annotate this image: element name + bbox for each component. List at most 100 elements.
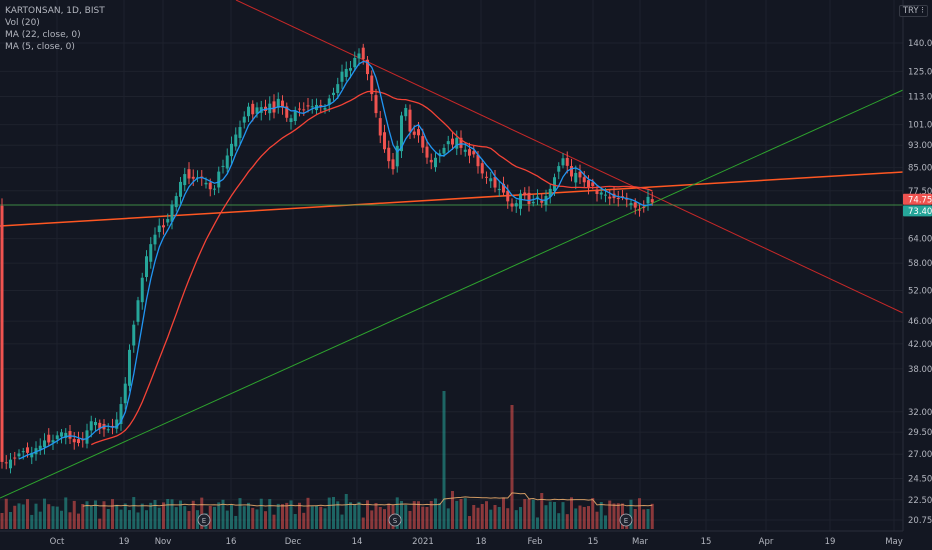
volume-bar [557, 513, 561, 529]
candle-body [94, 421, 97, 426]
candle-body [72, 439, 76, 443]
candle-body [123, 383, 127, 404]
candle-body [111, 425, 114, 427]
candle-body [349, 68, 352, 71]
ma5-indicator-label[interactable]: MA (5, close, 0) [5, 42, 75, 52]
volume-ma-line [82, 492, 653, 507]
volume-bar [115, 504, 119, 529]
volume-bar [64, 497, 68, 529]
candle-body [336, 84, 340, 93]
volume-bar [0, 513, 4, 529]
volume-bar [183, 506, 187, 529]
price-tick-label: 22.50 [908, 496, 932, 506]
volume-bars [0, 391, 654, 529]
volume-bar [81, 504, 85, 529]
candle-body [472, 151, 476, 155]
price-tick-label: 42.00 [908, 340, 932, 350]
indicator-legend: KARTONSAN, 1D, BIST Vol (20) MA (22, clo… [5, 5, 105, 53]
volume-bar [217, 502, 221, 529]
volume-bar [55, 506, 59, 529]
volume-bar [565, 514, 569, 529]
volume-bar [238, 498, 242, 529]
candle-body [451, 138, 454, 145]
candle-body [4, 462, 8, 464]
price-tick-label: 20.75 [908, 516, 932, 526]
candle-body [506, 190, 510, 202]
candle-body [30, 452, 34, 458]
volume-bar [106, 508, 110, 529]
volume-bar [463, 498, 467, 529]
candle-body [400, 115, 403, 152]
price-tick-label: 38.00 [908, 365, 932, 375]
time-tick-label: 19 [119, 537, 130, 547]
price-tick-label: 24.50 [908, 474, 932, 484]
candle-body [476, 154, 480, 167]
symbol-title[interactable]: KARTONSAN, 1D, BIST [5, 6, 105, 16]
volume-bar [421, 506, 425, 529]
last-price-tag [903, 193, 932, 205]
candle-body [166, 219, 170, 223]
last-price-tag [903, 205, 932, 217]
candle-body [51, 440, 55, 443]
candle-body [468, 149, 471, 156]
candle-body [497, 188, 501, 190]
candle-body [642, 206, 646, 208]
ma22-indicator-label[interactable]: MA (22, close, 0) [5, 30, 81, 40]
price-tick-label: 77.50 [908, 187, 932, 197]
candle-body [293, 111, 297, 122]
volume-bar [646, 509, 650, 529]
candle-body [595, 189, 599, 195]
candle-body [527, 192, 531, 204]
price-axis[interactable]: 140.00 125.00 113.00 101.00 93.00 85.00 77.50 6… [902, 0, 932, 550]
candle-body [353, 57, 357, 68]
volume-bar [616, 503, 620, 529]
volume-bar [540, 493, 544, 529]
price-tick-label: 101.00 [908, 121, 932, 131]
volume-bar [599, 502, 603, 529]
volume-bar [293, 514, 297, 529]
candle-body [638, 209, 641, 211]
price-tick-label: 52.00 [908, 286, 932, 296]
volume-indicator-label[interactable]: Vol (20) [5, 18, 40, 28]
time-tick-label: Mar [632, 537, 649, 547]
candle-body [242, 116, 246, 123]
volume-bar [459, 499, 463, 529]
candle-body [247, 106, 250, 117]
candle-body [455, 137, 459, 149]
volume-bar [527, 499, 531, 529]
price-tick-label: 93.00 [908, 141, 932, 151]
volume-bar [395, 497, 399, 529]
candle-body [170, 204, 174, 222]
price-tick-label: 85.00 [908, 164, 932, 174]
volume-bar [34, 503, 38, 529]
candle-body [548, 188, 552, 197]
time-axis[interactable]: Oct 19 Nov 16 Dec 14 2021 18 Feb 15 Mar 15 Apr 19 May [0, 530, 932, 550]
candle-body [119, 404, 123, 425]
event-marker-label: E [624, 517, 628, 525]
currency-label: TRY [902, 6, 919, 16]
volume-bar [400, 501, 403, 529]
price-axis-bg [903, 0, 932, 550]
candle-body [608, 196, 612, 199]
volume-bar [111, 499, 114, 529]
volume-bar [574, 508, 578, 529]
volume-bar [289, 500, 293, 529]
candle-body [85, 430, 89, 444]
candle-body [442, 147, 446, 154]
time-tick-label: Oct [50, 537, 65, 547]
candle-body [153, 234, 157, 245]
volume-bar [510, 405, 514, 529]
volume-bar [553, 501, 556, 529]
volume-bar [604, 515, 607, 529]
volume-bar [234, 515, 238, 529]
candle-body [493, 177, 497, 188]
volume-bar [60, 510, 63, 529]
volume-bar [281, 504, 284, 529]
volume-bar [230, 504, 233, 529]
price-tick-label: 140.00 [908, 39, 932, 49]
volume-bar [89, 505, 93, 529]
currency-selector[interactable]: TRY ⁝ [898, 5, 928, 17]
candle-body [646, 196, 650, 204]
